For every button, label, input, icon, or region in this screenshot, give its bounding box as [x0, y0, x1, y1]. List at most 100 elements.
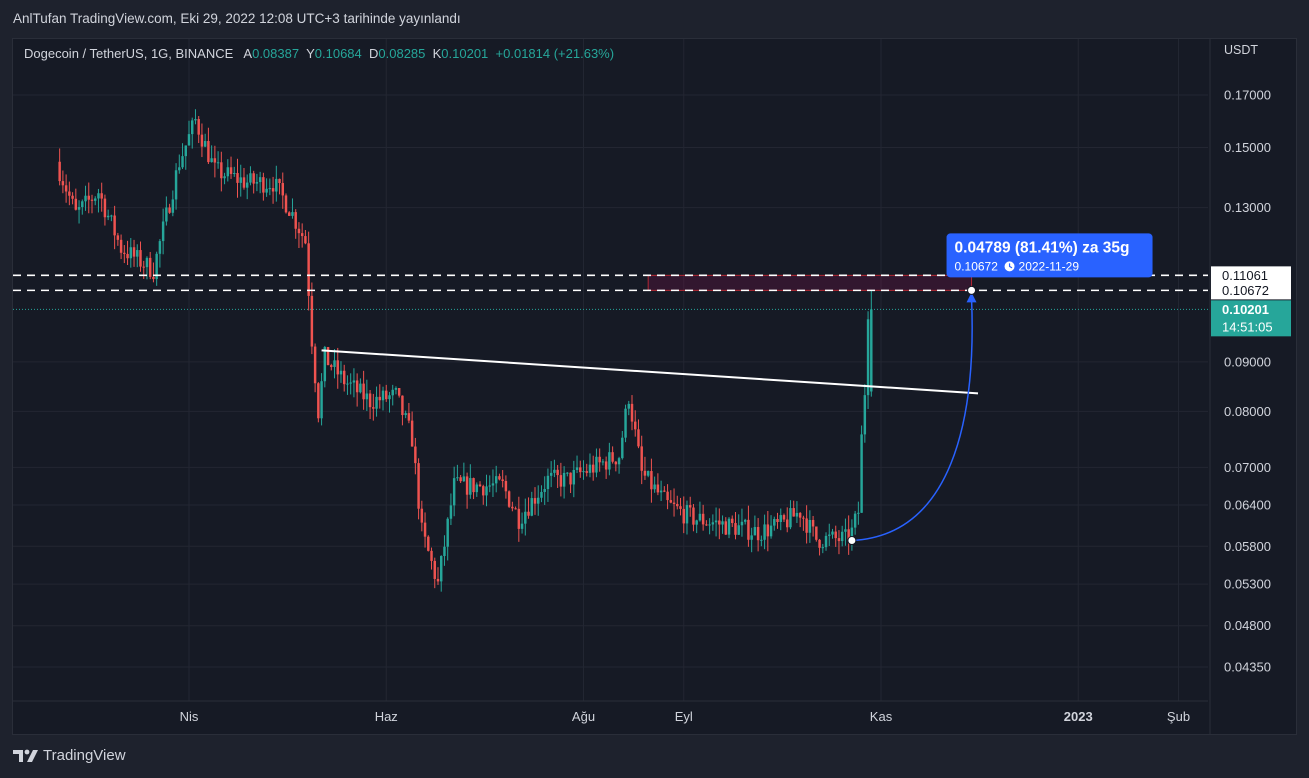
level-label-bg: [1211, 266, 1291, 285]
candle-body: [475, 484, 479, 493]
candle-body: [591, 464, 595, 473]
candle-body: [362, 383, 365, 400]
candle-body: [549, 472, 553, 476]
candle-body: [93, 198, 97, 201]
candle-body: [417, 463, 420, 509]
candle-body: [300, 233, 304, 237]
candle-body: [572, 469, 576, 485]
candle-body: [184, 145, 187, 157]
candle-body: [200, 134, 204, 147]
candle-body: [333, 360, 336, 367]
candle-body: [394, 388, 398, 390]
legend-close-value: 0.10201: [441, 46, 489, 61]
candle-body: [692, 507, 695, 525]
candle-body: [420, 508, 424, 523]
candle-body: [275, 178, 278, 192]
candle-body: [595, 456, 598, 473]
candle-body: [174, 170, 178, 200]
candle-body: [498, 476, 501, 480]
candle-body: [304, 236, 307, 244]
x-tick-label: Şub: [1167, 709, 1190, 724]
candle-body: [271, 188, 275, 192]
candle-body: [682, 508, 685, 524]
candle-body: [866, 319, 870, 396]
candle-body: [239, 177, 242, 183]
candle-body: [805, 518, 808, 533]
candle-body: [860, 434, 863, 513]
level-label: 0.11061: [1222, 268, 1268, 283]
y-tick-label: 0.13000: [1224, 200, 1271, 215]
legend-high-label: Y: [306, 46, 315, 61]
candle-body: [840, 531, 844, 542]
candle-body: [81, 201, 84, 208]
candle-body: [233, 173, 236, 175]
candle-body: [297, 228, 301, 234]
candle-body: [71, 195, 74, 199]
candle-body: [785, 519, 789, 528]
candle-body: [659, 490, 663, 493]
measure-end-point: [967, 285, 977, 295]
candle-body: [469, 478, 472, 495]
level-label: 0.10672: [1222, 283, 1269, 298]
candle-body: [773, 519, 776, 526]
candle-body: [653, 484, 656, 490]
candle-body: [90, 199, 94, 201]
current-price-bg: [1211, 300, 1291, 337]
candle-body: [462, 476, 466, 482]
candle-body: [142, 266, 145, 268]
candle-body: [520, 523, 524, 529]
candle-body: [152, 276, 155, 280]
candle-body: [268, 188, 272, 190]
candle-body: [113, 215, 116, 236]
candle-body: [385, 390, 388, 400]
candle-body: [397, 388, 401, 396]
candle-body: [294, 212, 297, 229]
candle-body: [608, 452, 611, 470]
candle-body: [242, 177, 246, 188]
current-price-label: 0.10201: [1222, 302, 1269, 317]
measure-start-point: [847, 536, 857, 546]
candle-body: [349, 382, 352, 384]
tradingview-logo[interactable]: TradingView: [13, 747, 126, 764]
chart-area[interactable]: [12, 38, 1297, 735]
candle-body: [381, 390, 385, 401]
candle-body: [679, 506, 682, 509]
candle-body: [624, 408, 627, 438]
candle-body: [482, 486, 485, 496]
candle-body: [320, 381, 323, 419]
candle-body: [427, 536, 430, 551]
candles: [58, 109, 873, 592]
header-bar: AnlTufan TradingView.com, Eki 29, 2022 1…: [0, 0, 1309, 38]
candle-body: [743, 519, 747, 522]
candle-body: [110, 215, 113, 217]
candle-body: [779, 515, 782, 522]
legend-low-value: 0.08285: [378, 46, 426, 61]
candle-body: [252, 173, 255, 184]
candle-body: [161, 221, 165, 242]
candle-body: [203, 141, 207, 147]
candle-body: [598, 456, 601, 463]
candle-body: [103, 198, 107, 218]
candle-body: [737, 525, 740, 535]
candle-body: [330, 365, 333, 367]
candle-body: [815, 526, 818, 540]
candle-body: [656, 484, 660, 493]
candle-body: [372, 407, 375, 409]
candle-body: [811, 519, 815, 527]
candle-body: [537, 497, 540, 504]
level-label-bg: [1211, 281, 1291, 300]
candle-body: [375, 396, 378, 409]
candle-body: [132, 247, 136, 257]
candle-body: [711, 522, 715, 525]
candle-body: [630, 403, 634, 422]
candle-body: [750, 535, 753, 540]
x-tick-label: Eyl: [675, 709, 693, 724]
candle-body: [139, 250, 142, 267]
candle-body: [617, 458, 621, 465]
candle-body: [540, 491, 543, 498]
candle-body: [663, 490, 666, 492]
candle-body: [585, 471, 588, 473]
candle-body: [106, 215, 110, 218]
candle-body: [666, 491, 669, 501]
